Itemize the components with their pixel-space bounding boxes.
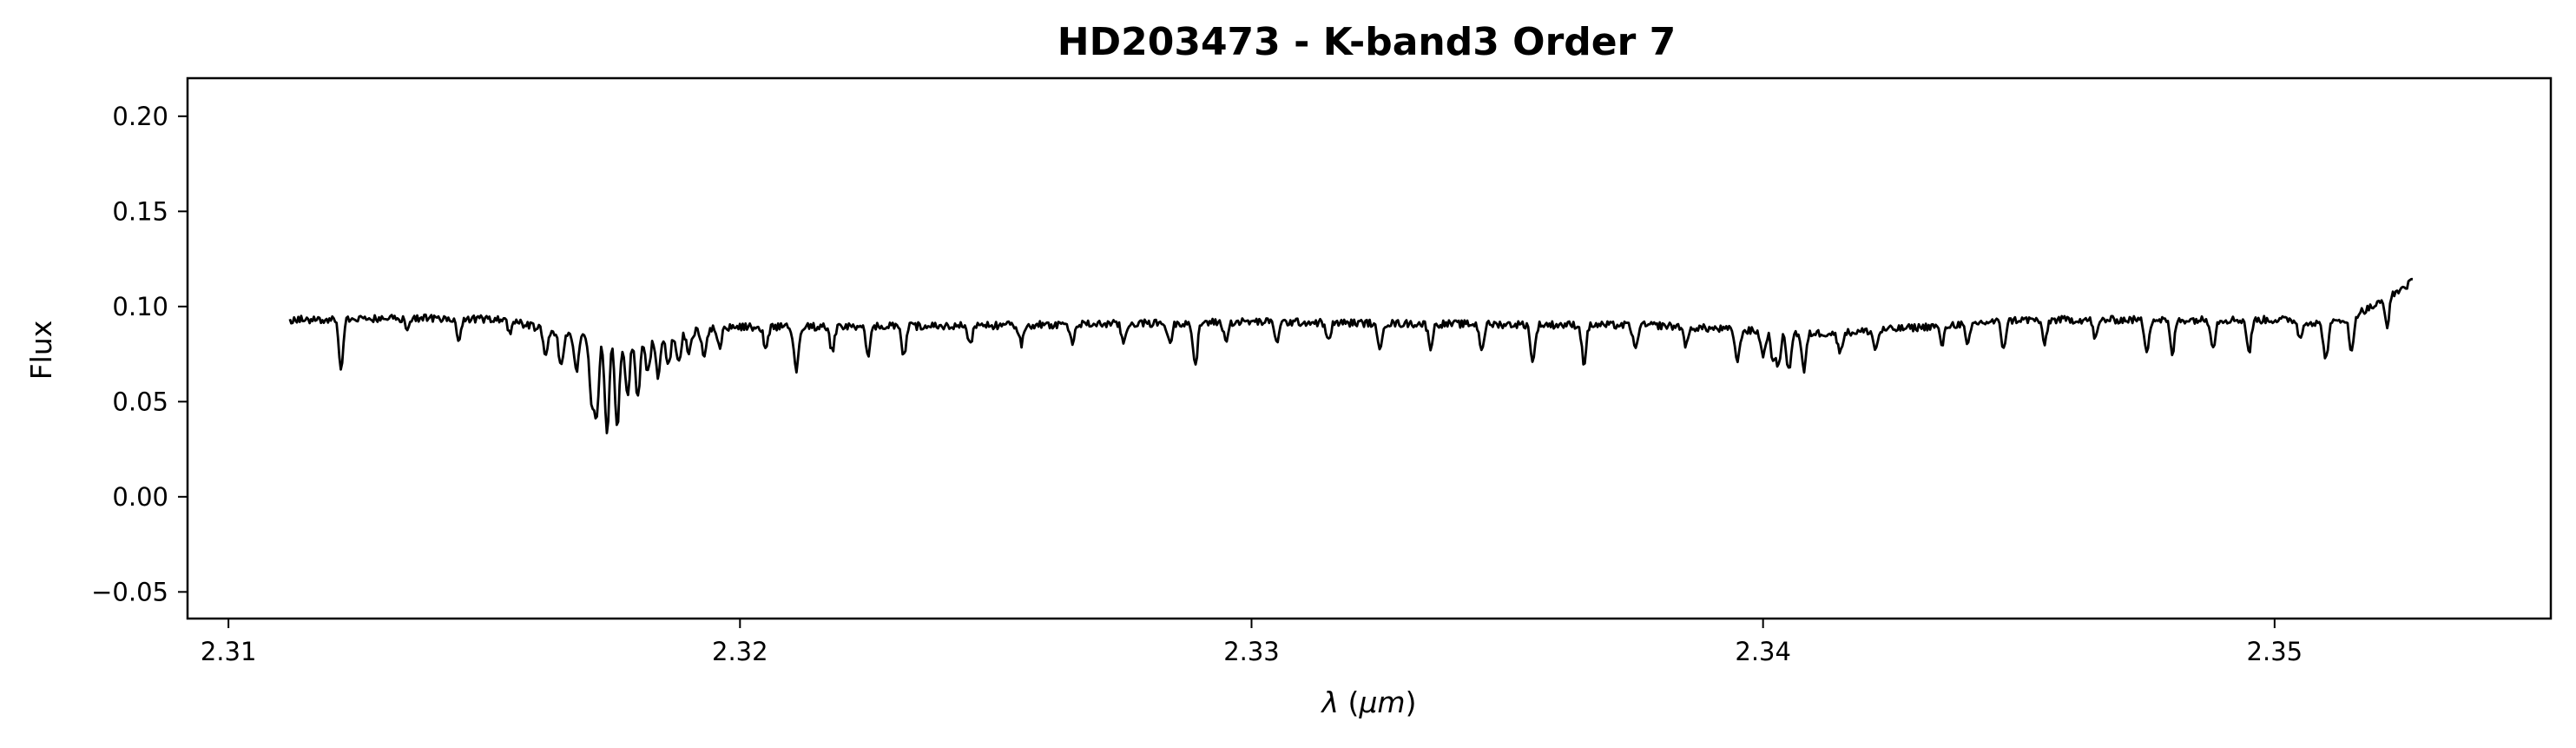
plot-frame (186, 76, 2553, 620)
chart-title: HD203473 - K-band3 Order 7 (1057, 20, 1677, 64)
spectrum-line (288, 277, 2413, 434)
x-tick-label: 2.34 (1735, 637, 1791, 666)
x-tick-label: 2.32 (712, 637, 768, 666)
y-axis-ticks: −0.05 0.00 0.05 0.10 0.15 0.20 (91, 102, 188, 606)
x-tick-label: 2.33 (1223, 637, 1280, 666)
y-tick-label: 0.05 (112, 387, 168, 416)
y-tick-label: 0.00 (112, 482, 168, 512)
plot-area (288, 277, 2413, 434)
y-tick-label: −0.05 (91, 577, 168, 606)
x-axis-label-unit: μm (1358, 685, 1405, 719)
x-axis-label-close: ) (1406, 685, 1417, 719)
y-tick-label: 0.15 (112, 196, 168, 226)
x-axis-ticks: 2.31 2.32 2.33 2.34 2.35 (201, 619, 2303, 666)
y-tick-label: 0.10 (112, 292, 168, 321)
x-tick-label: 2.31 (201, 637, 257, 666)
x-axis-label-symbol: λ (1321, 685, 1340, 719)
y-axis-label: Flux (24, 321, 58, 381)
x-tick-label: 2.35 (2247, 637, 2303, 666)
x-axis-label-open: ( (1339, 685, 1359, 719)
x-axis-label: λ (μm) (1321, 685, 1417, 719)
y-tick-label: 0.20 (112, 102, 168, 131)
